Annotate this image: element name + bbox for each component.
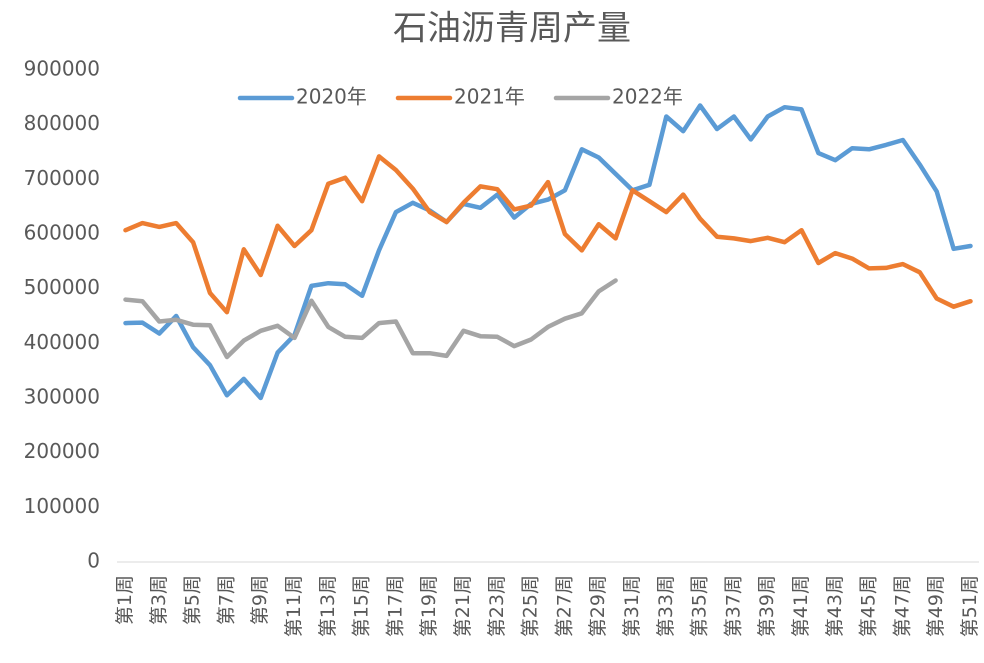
legend-label: 2022年 — [612, 85, 683, 109]
x-tick-label: 第3周 — [148, 575, 170, 625]
series-line — [123, 103, 973, 401]
x-tick-label: 第13周 — [317, 575, 339, 637]
y-tick-label: 100000 — [24, 494, 100, 518]
x-tick-label: 第39周 — [756, 575, 778, 637]
x-tick-label: 第43周 — [824, 575, 846, 637]
series-line — [123, 278, 618, 360]
x-tick-label: 第35周 — [689, 575, 711, 637]
x-tick-label: 第27周 — [553, 575, 575, 637]
x-tick-label: 第33周 — [655, 575, 677, 637]
y-tick-label: 0 — [87, 549, 100, 573]
x-tick-label: 第9周 — [249, 575, 271, 625]
y-tick-label: 300000 — [24, 385, 100, 409]
series-line — [123, 154, 973, 315]
y-tick-label: 700000 — [24, 166, 100, 190]
x-tick-label: 第47周 — [891, 575, 913, 637]
legend-label: 2020年 — [296, 85, 367, 109]
y-tick-label: 500000 — [24, 275, 100, 299]
x-tick-label: 第17周 — [384, 575, 406, 637]
x-tick-label: 第1周 — [114, 575, 136, 625]
y-tick-label: 400000 — [24, 330, 100, 354]
y-tick-label: 900000 — [24, 57, 100, 81]
x-tick-label: 第49周 — [925, 575, 947, 637]
legend-label: 2021年 — [454, 85, 525, 109]
x-tick-label: 第15周 — [351, 575, 373, 637]
y-tick-label: 600000 — [24, 221, 100, 245]
x-tick-label: 第31周 — [621, 575, 643, 637]
x-tick-label: 第23周 — [486, 575, 508, 637]
x-tick-label: 第37周 — [722, 575, 744, 637]
y-tick-label: 800000 — [24, 111, 100, 135]
x-tick-label: 第19周 — [418, 575, 440, 637]
x-tick-label: 第45周 — [858, 575, 880, 637]
chart-title: 石油沥青周产量 — [393, 9, 631, 49]
x-tick-label: 第29周 — [587, 575, 609, 637]
x-tick-label: 第5周 — [182, 575, 204, 625]
x-tick-label: 第25周 — [520, 575, 542, 637]
x-tick-label: 第51周 — [959, 575, 981, 637]
x-tick-label: 第11周 — [283, 575, 305, 637]
x-tick-label: 第7周 — [215, 575, 237, 625]
x-tick-label: 第41周 — [790, 575, 812, 637]
y-tick-label: 200000 — [24, 439, 100, 463]
x-tick-label: 第21周 — [452, 575, 474, 637]
